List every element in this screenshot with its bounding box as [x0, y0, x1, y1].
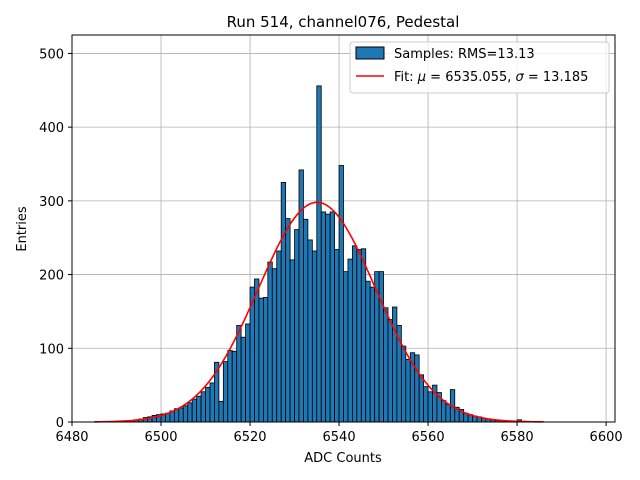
histogram-bar — [276, 250, 282, 423]
histogram-bar — [303, 218, 309, 423]
histogram-bar — [378, 271, 384, 423]
legend-histogram-label: Samples: RMS=13.13 — [394, 47, 535, 62]
histogram-bar — [231, 350, 238, 423]
legend-fit-sigma-value: = 13.185 — [524, 70, 589, 85]
histogram-bar — [329, 211, 335, 423]
histogram-bar — [311, 250, 318, 423]
histogram-bar — [209, 382, 215, 423]
y-tick-label: 500 — [39, 47, 64, 62]
histogram-bar — [347, 258, 353, 423]
histogram-bar — [236, 325, 242, 423]
histogram-bar — [356, 249, 362, 423]
histogram-bar — [334, 249, 340, 423]
y-tick-label: 0 — [56, 416, 64, 431]
chart-title: Run 514, channel076, Pedestal — [227, 13, 460, 31]
histogram-bar — [187, 402, 193, 423]
legend: Samples: RMS=13.13 Fit: μ = 6535.055, σ … — [349, 41, 610, 94]
histogram-bar — [418, 374, 425, 423]
histogram-bar — [258, 297, 264, 423]
histogram-bar — [200, 391, 206, 423]
y-tick-label: 100 — [39, 342, 64, 357]
histogram-bar — [392, 306, 398, 423]
histogram-bar — [294, 229, 300, 423]
histogram-bar — [307, 239, 313, 423]
x-tick-label: 6540 — [323, 430, 356, 445]
histogram-bar — [205, 386, 211, 423]
histogram-bar — [352, 245, 358, 423]
histogram-bar — [240, 336, 246, 423]
histogram-bar — [325, 213, 331, 423]
histogram-bar — [245, 323, 251, 423]
legend-fit-sigma-symbol: σ — [516, 70, 525, 85]
histogram-bar — [369, 286, 376, 423]
x-tick-label: 6600 — [590, 430, 623, 445]
x-axis-ticks: 6480 6500 6520 6540 6560 6580 6600 — [55, 422, 623, 445]
histogram-bar — [320, 211, 327, 423]
y-tick-label: 400 — [39, 121, 64, 136]
legend-box — [349, 41, 610, 94]
histogram-bar — [254, 278, 260, 423]
x-axis-label: ADC Counts — [304, 451, 382, 466]
histogram-bar — [383, 307, 389, 423]
histogram-bar — [441, 400, 447, 423]
legend-fit-prefix: Fit: — [394, 70, 418, 85]
x-tick-label: 6500 — [144, 430, 177, 445]
histogram-bar — [338, 165, 344, 423]
plot-frame — [71, 34, 616, 423]
x-tick-label: 6580 — [501, 430, 534, 445]
fit-curve — [94, 201, 544, 423]
x-tick-label: 6480 — [55, 430, 88, 445]
histogram-bar — [343, 271, 349, 423]
histogram-bar — [387, 319, 393, 423]
histogram-bar — [414, 354, 420, 423]
legend-histogram-swatch — [355, 46, 385, 60]
histogram-bar — [405, 358, 411, 423]
histogram-bar — [400, 345, 407, 423]
histogram-bar — [423, 386, 429, 423]
histogram-bar — [316, 85, 322, 423]
y-axis-ticks: 0 100 200 300 400 500 — [39, 47, 72, 431]
legend-fit-mu-value: = 6535.055, — [426, 70, 515, 85]
histogram-bar — [267, 261, 273, 423]
y-tick-label: 300 — [39, 195, 64, 210]
histogram-bar — [289, 259, 295, 423]
histogram-bar — [218, 400, 224, 423]
x-tick-label: 6560 — [412, 430, 445, 445]
legend-fit-label: Fit: μ = 6535.055, σ = 13.185 — [394, 70, 588, 85]
histogram-bar — [227, 350, 233, 423]
histogram-bar — [360, 248, 367, 423]
histogram-bar — [262, 297, 269, 423]
histogram-bar — [271, 268, 278, 423]
histogram-bar — [365, 280, 371, 423]
histogram-bar — [280, 182, 287, 423]
histogram-bar — [285, 218, 291, 423]
y-tick-label: 200 — [39, 269, 64, 284]
legend-fit-mu-symbol: μ — [417, 70, 426, 85]
histogram-bar — [445, 403, 451, 423]
x-tick-label: 6520 — [233, 430, 266, 445]
histogram-bar — [222, 361, 229, 423]
histogram-bar — [182, 405, 189, 423]
histogram-bar — [178, 407, 184, 423]
histogram-bar — [427, 391, 433, 423]
histogram-bar — [196, 395, 202, 423]
histogram-bar — [191, 398, 198, 423]
y-axis-label: Entries — [15, 206, 30, 252]
